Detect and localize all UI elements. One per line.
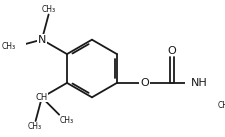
Text: N: N: [38, 35, 46, 45]
Text: CH₃: CH₃: [2, 42, 16, 51]
Text: CH₃: CH₃: [217, 101, 225, 110]
Text: NH: NH: [191, 78, 208, 88]
Text: CH₃: CH₃: [28, 122, 42, 131]
Text: CH₃: CH₃: [60, 115, 74, 125]
Text: CH: CH: [36, 93, 48, 102]
Text: O: O: [140, 78, 149, 88]
Text: CH₃: CH₃: [42, 5, 56, 14]
Text: O: O: [167, 46, 176, 56]
